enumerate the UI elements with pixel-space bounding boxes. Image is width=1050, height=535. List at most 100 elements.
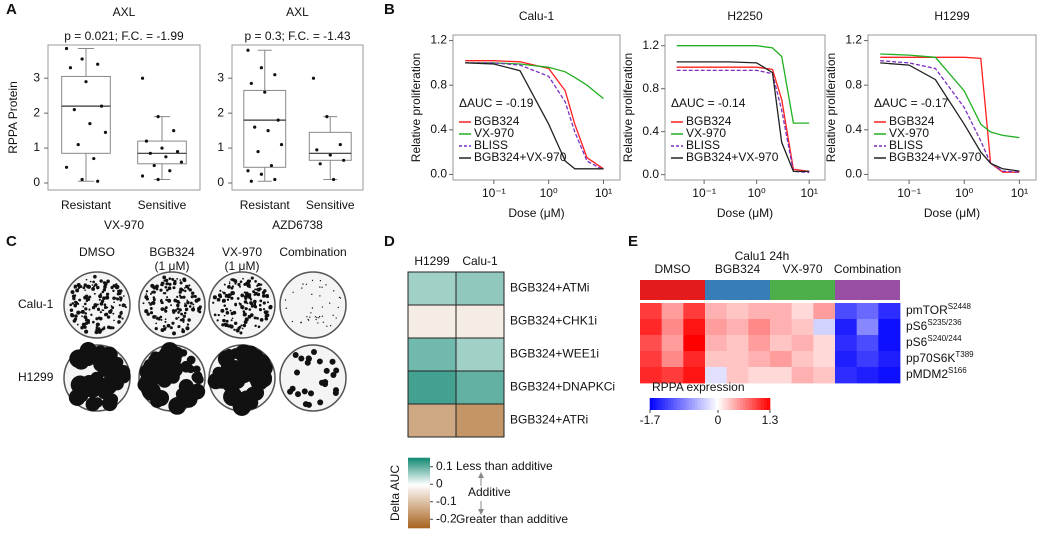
colony xyxy=(301,388,308,395)
row-name: pMDM2 xyxy=(906,367,948,381)
data-point xyxy=(80,57,84,61)
colony xyxy=(160,319,163,321)
colony xyxy=(238,302,241,305)
colony xyxy=(183,287,186,289)
row-label: pp70S6KT389 xyxy=(906,350,974,365)
colorbar-step xyxy=(408,483,430,487)
plot-frame xyxy=(231,44,364,191)
heat-cell xyxy=(661,367,684,384)
colorbar-title: RPPA expression xyxy=(652,380,745,394)
colony xyxy=(248,286,251,289)
x-tick-label: 10¹ xyxy=(595,186,612,200)
colony xyxy=(74,300,77,304)
colony xyxy=(266,301,269,304)
colony xyxy=(330,324,332,327)
colony xyxy=(83,302,87,306)
heat-cell xyxy=(726,351,749,368)
colorbar-step xyxy=(700,398,705,410)
colony xyxy=(254,280,257,283)
y-tick-label: 3 xyxy=(33,70,40,84)
heat-cell xyxy=(856,335,879,352)
y-axis-label: Relative proliferation xyxy=(621,53,635,162)
colony xyxy=(321,306,324,308)
colony xyxy=(74,314,78,318)
panel-label: E xyxy=(628,233,638,250)
colony xyxy=(240,324,243,327)
annotation: ΔAUC = -0.14 xyxy=(671,96,746,110)
colony xyxy=(230,311,234,315)
colony xyxy=(118,304,121,307)
colony xyxy=(264,316,269,321)
colony xyxy=(186,323,190,326)
heat-cell xyxy=(683,319,706,336)
data-point xyxy=(256,149,260,154)
series-line xyxy=(880,53,1020,139)
colony xyxy=(163,308,167,311)
colony xyxy=(233,328,236,331)
colony xyxy=(72,319,77,323)
colorbar-step xyxy=(718,398,723,410)
colony xyxy=(120,310,123,314)
annotation: ΔAUC = -0.19 xyxy=(459,96,534,110)
colorbar-step xyxy=(408,517,430,520)
colony xyxy=(103,305,108,310)
heat-cell xyxy=(856,303,879,320)
colony xyxy=(85,294,89,298)
colony xyxy=(94,330,99,335)
row-label: Calu-1 xyxy=(18,297,54,311)
colorbar-step xyxy=(408,482,430,485)
colony xyxy=(121,303,126,308)
colony xyxy=(149,292,152,295)
colony xyxy=(89,280,92,283)
colony xyxy=(84,312,88,315)
colony xyxy=(268,304,273,309)
colony xyxy=(137,376,153,393)
colony xyxy=(164,285,168,289)
colony xyxy=(96,307,101,311)
colony xyxy=(219,289,222,292)
y-tick-label: 1 xyxy=(33,140,40,154)
colony xyxy=(222,368,240,387)
row-label: H1299 xyxy=(18,370,54,384)
annotation: ΔAUC = -0.17 xyxy=(874,96,949,110)
colorbar-step xyxy=(706,398,711,410)
colony xyxy=(228,282,231,285)
heat-cell xyxy=(770,303,793,320)
colony xyxy=(85,299,89,303)
colorbar-step xyxy=(754,398,759,410)
colony xyxy=(317,399,324,406)
colony xyxy=(82,286,86,290)
colony xyxy=(239,280,243,284)
colony xyxy=(305,283,308,286)
colony xyxy=(96,303,99,306)
group-bar xyxy=(640,280,705,300)
colony xyxy=(97,362,112,377)
colony xyxy=(99,310,103,314)
chart-subtitle: p = 0.3; F.C. = -1.43 xyxy=(244,29,350,43)
colony xyxy=(155,322,158,325)
colorbar-step xyxy=(739,398,744,410)
colony xyxy=(234,303,238,307)
colony xyxy=(240,293,245,298)
colorbar-title: Delta AUC xyxy=(388,465,402,521)
heat-cell xyxy=(407,370,457,405)
row-site: S2448 xyxy=(948,302,972,311)
data-point xyxy=(76,142,80,147)
colorbar-tick-label: 0.1 xyxy=(436,459,453,473)
colony xyxy=(95,322,100,327)
heat-cell xyxy=(835,335,858,352)
colony xyxy=(181,318,185,322)
heat-cell xyxy=(455,337,505,372)
colony xyxy=(151,290,155,294)
colony xyxy=(80,309,85,314)
series-line xyxy=(676,61,810,173)
colorbar-step xyxy=(748,398,753,410)
data-point xyxy=(259,172,263,176)
colony xyxy=(333,387,340,394)
data-point xyxy=(175,149,180,154)
colony xyxy=(242,323,247,328)
heat-cell xyxy=(813,335,836,352)
colony xyxy=(162,292,165,295)
colony xyxy=(263,310,268,315)
colony xyxy=(149,311,154,315)
